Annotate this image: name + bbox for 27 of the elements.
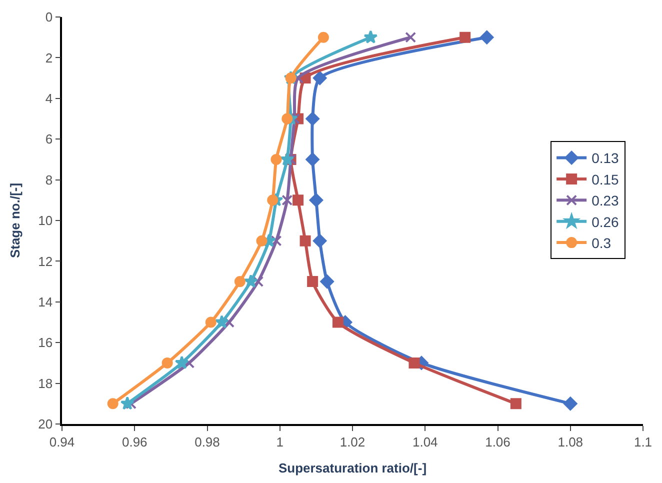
legend-label: 0.15 [592, 171, 620, 188]
y-tick-label: 14 [38, 294, 53, 310]
legend-label: 0.3 [592, 235, 612, 252]
y-tick-label: 18 [38, 376, 53, 391]
y-tick-label: 10 [38, 213, 53, 228]
y-tick-label: 6 [45, 132, 53, 147]
legend-label: 0.23 [592, 192, 620, 209]
x-axis-title: Supersaturation ratio/[-] [278, 460, 427, 476]
legend-label: 0.26 [592, 214, 620, 230]
x-tick-label: 0.98 [194, 434, 220, 450]
y-tick-label: 4 [45, 90, 53, 106]
y-tick-label: 20 [38, 416, 53, 432]
y-tick-label: 16 [38, 335, 53, 350]
x-tick-label: 1.1 [634, 434, 652, 450]
x-tick-label: 1.04 [412, 434, 438, 450]
y-axis-title: Stage no./[-] [8, 182, 23, 258]
x-tick-label: 1 [276, 434, 284, 450]
y-tick-label: 0 [45, 10, 53, 25]
legend-label: 0.13 [592, 150, 620, 166]
x-tick-label: 0.94 [49, 434, 75, 450]
y-tick-label: 8 [45, 172, 53, 188]
x-tick-label: 1.06 [485, 434, 510, 450]
y-tick-label: 2 [45, 50, 53, 66]
x-tick-label: 1.08 [558, 434, 584, 450]
y-tick-label: 12 [38, 254, 53, 269]
x-tick-label: 0.96 [122, 434, 148, 450]
x-tick-label: 1.02 [340, 434, 366, 450]
